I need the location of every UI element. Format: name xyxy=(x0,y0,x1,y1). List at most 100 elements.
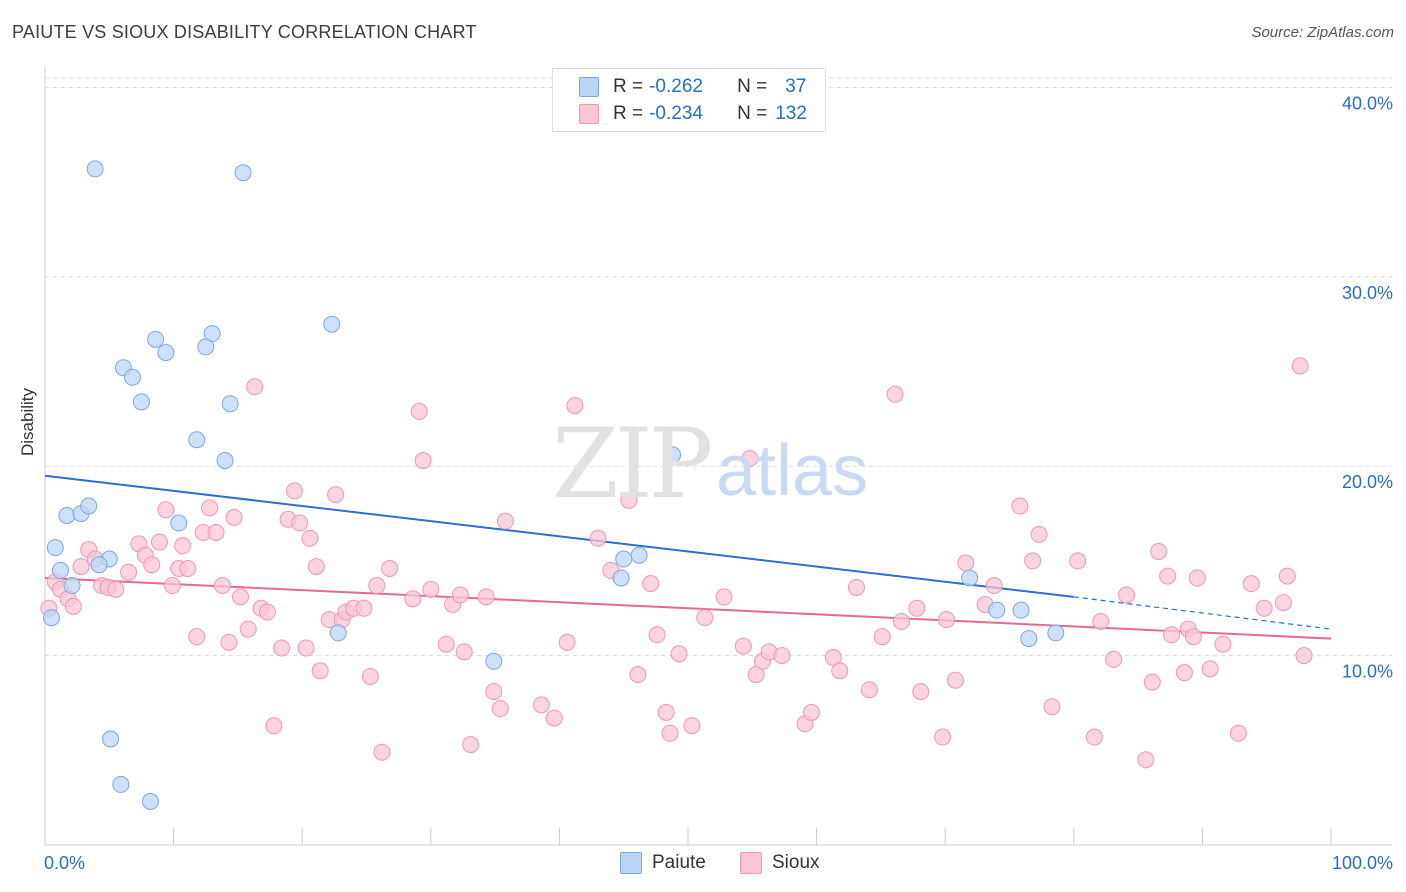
paiute-point xyxy=(51,561,69,579)
paiute-point xyxy=(221,395,239,413)
sioux-point xyxy=(873,628,891,646)
paiute-point xyxy=(170,514,188,532)
sioux-point xyxy=(273,639,291,657)
sioux-point xyxy=(163,577,181,595)
sioux-point xyxy=(451,586,469,604)
source-label: Source: ZipAtlas.com xyxy=(1251,24,1394,41)
sioux-point xyxy=(934,728,952,746)
paiute-point xyxy=(1020,630,1038,648)
sioux-swatch xyxy=(740,852,762,874)
sioux-point xyxy=(558,633,576,651)
n-value: 37 xyxy=(785,76,807,97)
sioux-point xyxy=(361,667,379,685)
sioux-point xyxy=(174,537,192,555)
sioux-point xyxy=(1118,586,1136,604)
sioux-point xyxy=(327,486,345,504)
sioux-point xyxy=(1030,525,1048,543)
legend-item-sioux[interactable]: Sioux xyxy=(740,852,820,874)
sioux-point xyxy=(1291,357,1309,375)
paiute-point xyxy=(80,497,98,515)
sioux-point xyxy=(239,620,257,638)
paiute-point xyxy=(615,550,633,568)
paiute-point xyxy=(234,164,252,182)
sioux-point xyxy=(265,717,283,735)
sioux-point xyxy=(1184,628,1202,646)
sioux-point xyxy=(937,611,955,629)
sioux-point xyxy=(1295,647,1313,665)
legend-label: Sioux xyxy=(772,852,820,873)
legend-label: Paiute xyxy=(652,852,706,873)
sioux-point xyxy=(1175,664,1193,682)
sioux-point xyxy=(225,508,243,526)
sioux-point xyxy=(802,703,820,721)
paiute-point xyxy=(42,609,60,627)
sioux-point xyxy=(307,558,325,576)
sioux-point xyxy=(912,683,930,701)
sioux-point xyxy=(741,450,759,468)
paiute-point xyxy=(961,569,979,587)
sioux-point xyxy=(107,580,125,598)
sioux-point xyxy=(957,554,975,572)
sioux-point xyxy=(1069,552,1087,570)
paiute-point xyxy=(664,446,682,464)
sioux-point xyxy=(258,603,276,621)
sioux-point xyxy=(143,556,161,574)
r-label: R = xyxy=(613,103,644,124)
sioux-point xyxy=(1214,635,1232,653)
paiute-point xyxy=(323,315,341,333)
sioux-point xyxy=(773,647,791,665)
n-label: N = xyxy=(737,76,768,97)
sioux-point xyxy=(661,724,679,742)
paiute-trend-line xyxy=(44,474,1074,598)
y-tick-label: 10.0% xyxy=(1342,662,1393,682)
sioux-point xyxy=(1274,594,1292,612)
x-tick-label: 0.0% xyxy=(44,853,85,873)
sioux-point xyxy=(860,681,878,699)
legend-row-sioux: R = -0.234 N = 132 xyxy=(579,102,807,126)
legend-item-paiute[interactable]: Paiute xyxy=(620,852,706,874)
sioux-point xyxy=(545,709,563,727)
legend-row-paiute: R = -0.262 N = 37 xyxy=(579,75,806,99)
paiute-point xyxy=(988,601,1006,619)
sioux-point xyxy=(355,599,373,617)
sioux-point xyxy=(734,637,752,655)
paiute-point xyxy=(188,431,206,449)
sioux-point xyxy=(462,736,480,754)
paiute-point xyxy=(112,775,130,793)
sioux-point xyxy=(715,588,733,606)
sioux-point xyxy=(291,514,309,532)
sioux-point xyxy=(657,703,675,721)
sioux-point xyxy=(1085,728,1103,746)
paiute-point xyxy=(90,556,108,574)
sioux-point xyxy=(1137,751,1155,769)
watermark-zip: ZIP xyxy=(552,408,713,520)
paiute-trend-extension xyxy=(1073,596,1332,630)
y-tick-label: 40.0% xyxy=(1342,93,1393,113)
sioux-point xyxy=(1043,698,1061,716)
paiute-swatch xyxy=(579,77,599,97)
paiute-point xyxy=(485,652,503,670)
sioux-point xyxy=(1011,497,1029,515)
series-legend: Paiute Sioux xyxy=(0,852,1406,878)
paiute-swatch xyxy=(620,852,642,874)
sioux-point xyxy=(213,577,231,595)
sioux-point xyxy=(64,597,82,615)
sioux-point xyxy=(670,645,688,663)
sioux-point xyxy=(311,662,329,680)
sioux-point xyxy=(150,533,168,551)
watermark-atlas: atlas xyxy=(716,431,869,511)
sioux-point xyxy=(422,580,440,598)
sioux-point xyxy=(1143,673,1161,691)
sioux-trend-line xyxy=(44,576,1332,640)
gridlines xyxy=(45,77,1392,657)
x-tick-label: 100.0% xyxy=(1332,853,1393,873)
sioux-point xyxy=(1278,567,1296,585)
paiute-point xyxy=(1012,601,1030,619)
paiute-point xyxy=(157,344,175,362)
sioux-point xyxy=(1255,599,1273,617)
paiute-point xyxy=(123,368,141,386)
paiute-point xyxy=(141,792,159,810)
y-tick-label: 20.0% xyxy=(1342,472,1393,492)
sioux-point xyxy=(566,397,584,415)
